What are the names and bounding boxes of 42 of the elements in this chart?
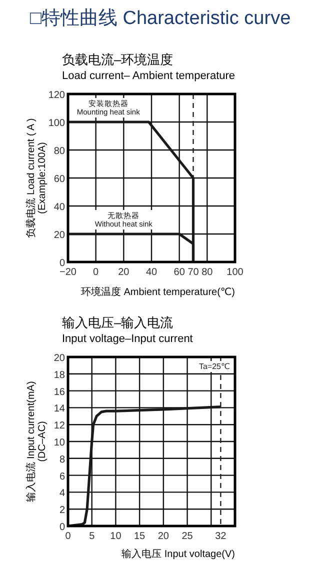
y-tick-label: 6 xyxy=(59,471,66,482)
x-tick-label: 20 xyxy=(118,267,130,278)
y-tick-label: 60 xyxy=(54,174,66,185)
x-tick-label: 0 xyxy=(93,267,100,278)
y-tick-label: 12 xyxy=(54,420,66,432)
y-tick-label: 20 xyxy=(54,353,66,364)
x-tick-label: 80 xyxy=(202,267,214,278)
y-tick-label: 4 xyxy=(59,488,66,500)
y-tick-label: 18 xyxy=(54,370,66,381)
y-tick-label: 20 xyxy=(54,230,66,241)
x-tick-label: 40 xyxy=(146,267,158,278)
x-tick-label: 32 xyxy=(215,531,227,542)
x-tick-label: 20 xyxy=(158,531,170,542)
chart-subtitle: Load current– Ambient temperature xyxy=(62,70,236,82)
y-tick-label: 2 xyxy=(59,505,66,516)
y-tick-label: 8 xyxy=(59,454,66,466)
x-tick-label: 15 xyxy=(134,531,146,542)
x-tick-label: 60 xyxy=(174,267,186,278)
y-tick-label: 0 xyxy=(59,522,66,533)
y-axis-title: 负载电流 Load current ( A ) (Example:100A) xyxy=(25,118,48,238)
x-axis-title: 环境温度 Ambient temperature(℃) xyxy=(80,286,235,298)
chart-title: 负载电流–环境温度 xyxy=(62,52,174,67)
y-axis-title: 输入电流 Input current(mA) (DC–AC) xyxy=(25,381,48,502)
y-tick-label: 10 xyxy=(54,438,66,448)
chart-subtitle: Input voltage–Input current xyxy=(62,333,193,345)
x-tick-label: 10 xyxy=(110,531,122,542)
y-tick-label: 40 xyxy=(54,202,66,213)
x-tick-label: 70 xyxy=(188,267,200,278)
x-tick-label: 100 xyxy=(226,267,244,278)
y-tick-label: 80 xyxy=(54,146,66,157)
y-tick-label: 14 xyxy=(54,404,66,415)
x-tick-label: 25 xyxy=(182,531,194,542)
annotation: Ta=25℃ xyxy=(198,362,230,371)
y-tick-label: 16 xyxy=(54,386,66,398)
chart-title: 输入电压–输入电流 xyxy=(62,315,174,330)
y-tick-label: 100 xyxy=(48,118,66,129)
x-tick-label: 5 xyxy=(89,531,96,542)
x-tick-label: −20 xyxy=(60,267,77,278)
y-tick-label: 0 xyxy=(59,258,66,269)
text: □特性曲线 Characteristic curve xyxy=(30,8,291,29)
y-tick-label: 120 xyxy=(48,90,66,101)
x-axis-title: 输入电压 Input voltage(V) xyxy=(122,548,235,560)
